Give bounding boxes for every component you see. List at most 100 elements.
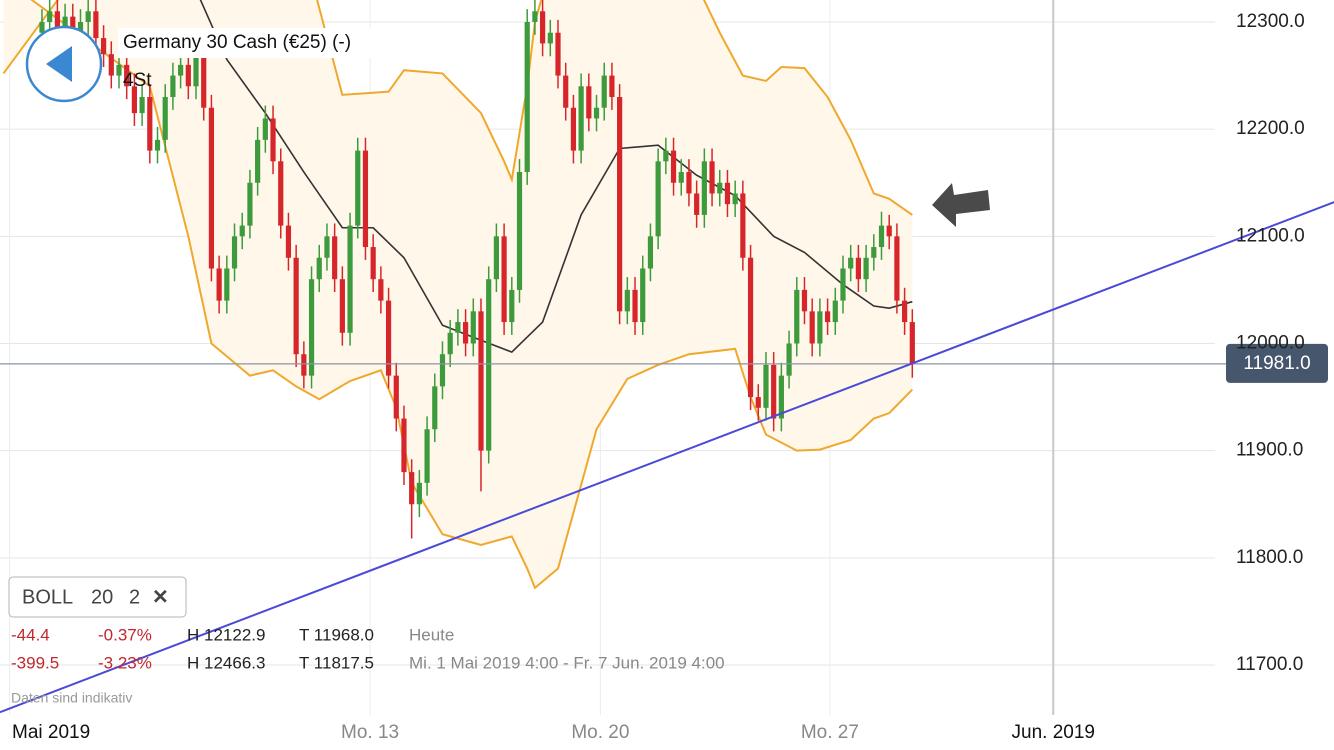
stat-value: T 11968.0 <box>299 625 374 644</box>
stat-value: -399.5 <box>11 653 59 672</box>
candle-body <box>516 172 523 290</box>
stat-value: H 12122.9 <box>187 625 265 644</box>
stat-value: -0.37% <box>98 625 152 644</box>
band-fill <box>3 0 913 588</box>
candle-body <box>755 397 761 408</box>
x-tick-label: Jun. 2019 <box>1012 722 1095 743</box>
candle-body <box>655 161 661 237</box>
candle-body <box>863 257 869 280</box>
candle-body <box>62 16 68 28</box>
candle-body <box>301 354 307 376</box>
candle-body <box>262 118 268 140</box>
candle-body <box>740 193 746 258</box>
indicator-width: 2 <box>129 586 140 608</box>
y-tick-label: 11800.0 <box>1236 547 1303 568</box>
candle-body <box>624 289 630 312</box>
candle-body <box>455 322 461 333</box>
candle-body <box>570 107 577 151</box>
indicator-frame[interactable] <box>8 576 187 618</box>
candle-body <box>794 289 800 344</box>
candle-body <box>501 236 507 323</box>
candle-body <box>47 11 53 22</box>
indicator-remove[interactable]: ✕ <box>152 586 169 608</box>
candle-body <box>532 11 538 22</box>
candle-body <box>424 429 430 483</box>
candle-body <box>216 268 222 301</box>
last-price-label: 11981.0 <box>1243 353 1310 374</box>
x-tick-label: Mai 2019 <box>12 722 90 743</box>
indicator-period: 20 <box>91 586 113 608</box>
candles <box>39 0 915 539</box>
stat-value: -3.23% <box>98 653 152 672</box>
candle-body <box>54 11 60 28</box>
x-tick-label: Mo. 27 <box>801 722 859 743</box>
candle-body <box>255 139 261 183</box>
candle-body <box>439 354 446 387</box>
indicator-box[interactable]: BOLL 20 2 ✕ <box>8 576 187 618</box>
candle-body <box>409 472 415 505</box>
candle-body <box>470 311 476 344</box>
candle-body <box>547 32 553 44</box>
x-tick-label: Mo. 20 <box>571 722 629 743</box>
y-tick-label: 12200.0 <box>1236 118 1305 139</box>
candle-body <box>162 97 168 140</box>
candle-body <box>486 279 492 451</box>
candle-body <box>285 225 292 258</box>
candle-body <box>640 268 646 323</box>
candle-body <box>909 322 915 364</box>
candle-body <box>147 97 153 151</box>
candle-body <box>247 182 253 226</box>
candle-body <box>786 343 792 376</box>
candle-body <box>709 161 715 194</box>
candle-body <box>347 225 353 333</box>
candle-body <box>686 172 692 194</box>
labels: 11700.0 11800.0 11900.0 12000.0 12100.0 12200… <box>0 11 1334 750</box>
candle-body <box>902 300 908 323</box>
candle-body <box>801 289 808 312</box>
candle-body <box>670 150 677 183</box>
candle-body <box>593 107 600 119</box>
band-middle <box>199 0 913 354</box>
disclaimer: Daten sind indikativ <box>11 690 132 706</box>
candle-body <box>378 279 384 301</box>
indicator-name: BOLL <box>22 586 73 608</box>
candle-body <box>694 193 700 215</box>
stat-value: H 12466.3 <box>187 653 265 672</box>
candle-body <box>100 38 107 55</box>
stats: -44.4 -0.37% H 12122.9 T 11968.0 Heute -399.5… <box>11 625 725 672</box>
candle-body <box>70 16 76 33</box>
candle-body <box>609 75 615 98</box>
candle-body <box>601 75 607 108</box>
candle-body <box>401 418 407 473</box>
candle-body <box>701 161 707 215</box>
candle-body <box>85 11 91 22</box>
candle-body <box>524 22 530 173</box>
stat-value: -44.4 <box>11 625 50 644</box>
instrument-title: Germany 30 Cash (€25) (-) <box>123 32 351 53</box>
candle-body <box>724 182 731 205</box>
x-tick-label: Mo. 13 <box>341 722 399 743</box>
candle-body <box>894 236 900 301</box>
candle-body <box>193 54 199 87</box>
candle-body <box>324 236 330 258</box>
candle-body <box>355 150 361 226</box>
timeframe: 4St <box>123 70 152 91</box>
candle-body <box>39 22 45 33</box>
candle-body <box>224 268 230 301</box>
candle-body <box>93 11 99 39</box>
candle-body <box>824 311 831 323</box>
overlay: 11981.0 <box>0 201 1334 714</box>
candle-body <box>555 32 561 76</box>
last-price-box <box>1226 343 1328 383</box>
candle-body <box>270 118 276 162</box>
candle-body <box>116 64 122 76</box>
candle-body <box>308 279 315 376</box>
candle-body <box>201 54 207 108</box>
candle-body <box>332 236 338 280</box>
candle-body <box>178 64 184 76</box>
candle-body <box>124 64 130 87</box>
candle-body <box>239 225 245 237</box>
candle-body <box>771 364 777 419</box>
candle-body <box>316 257 322 280</box>
